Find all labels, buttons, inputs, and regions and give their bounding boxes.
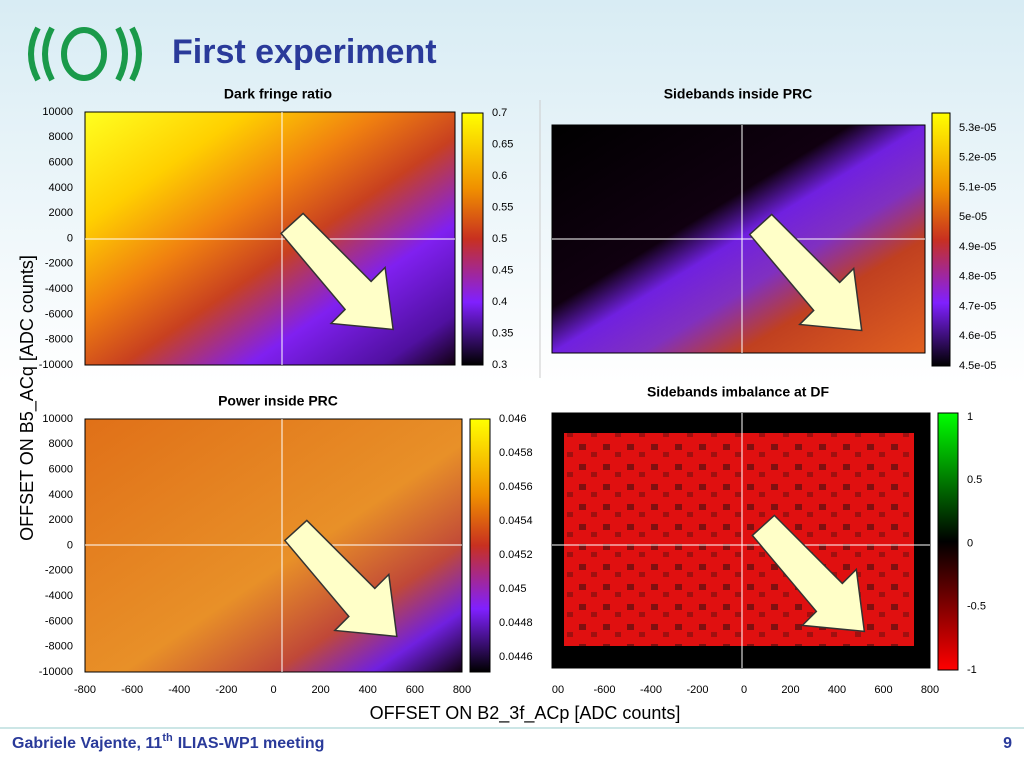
colorbar-tick-label: 0.5 xyxy=(492,233,507,245)
colorbar-tick-label: 0.3 xyxy=(492,359,507,371)
colorbar-tick-label: 0.046 xyxy=(499,413,527,425)
y-tick-label: -4000 xyxy=(45,283,73,295)
x-tick-label: 0 xyxy=(270,684,276,696)
footer-author: Gabriele Vajente, 11 xyxy=(12,735,162,752)
y-tick-label: -10000 xyxy=(39,359,73,371)
slide-title: First experiment xyxy=(172,33,437,71)
colorbar-tick-label: 4.8e-05 xyxy=(959,271,996,283)
x-tick-label: 200 xyxy=(311,684,329,696)
colorbar-tick-label: 4.5e-05 xyxy=(959,360,996,372)
colorbar-tick-label: 0.0454 xyxy=(499,515,533,527)
colorbar-tick-label: 4.6e-05 xyxy=(959,330,996,342)
x-tick-label: 600 xyxy=(874,684,892,696)
x-axis-label: OFFSET ON B2_3f_ACp [ADC counts] xyxy=(370,703,681,724)
x-tick-label: 400 xyxy=(359,684,377,696)
arrow xyxy=(748,213,863,332)
y-tick-label: 6000 xyxy=(49,464,73,476)
x-tick-label: 0 xyxy=(741,684,747,696)
y-tick-label: -6000 xyxy=(45,615,73,627)
y-tick-label: 10000 xyxy=(42,106,73,118)
panel-title: Sidebands inside PRC xyxy=(664,86,813,102)
colorbar-tick-label: 0.7 xyxy=(492,107,507,119)
panel-title: Dark fringe ratio xyxy=(224,86,332,102)
y-tick-label: 8000 xyxy=(49,131,73,143)
colorbar-tick-label: 0.4 xyxy=(492,296,507,308)
colorbar xyxy=(931,112,951,367)
x-tick-label: -400 xyxy=(168,684,190,696)
x-tick-label: 600 xyxy=(406,684,424,696)
footer-superscript: th xyxy=(162,732,173,744)
colorbar xyxy=(469,418,491,673)
x-tick-label: -600 xyxy=(121,684,143,696)
colorbar-tick-label: 4.7e-05 xyxy=(959,300,996,312)
page-number: 9 xyxy=(1003,735,1012,752)
x-tick-label: -200 xyxy=(215,684,237,696)
x-tick-label: 800 xyxy=(453,684,471,696)
x-tick-label: 800 xyxy=(921,684,939,696)
y-tick-label: 2000 xyxy=(49,514,73,526)
x-tick-label: -200 xyxy=(686,684,708,696)
colorbar-tick-label: 0.5 xyxy=(967,474,982,486)
x-tick-label: -400 xyxy=(640,684,662,696)
y-tick-label: 4000 xyxy=(49,182,73,194)
y-tick-label: 2000 xyxy=(49,207,73,219)
y-tick-label: 8000 xyxy=(49,438,73,450)
arrow xyxy=(751,514,866,633)
colorbar-tick-label: 5e-05 xyxy=(959,211,987,223)
logo xyxy=(28,26,142,82)
colorbar-tick-label: 5.2e-05 xyxy=(959,152,996,164)
colorbar-tick-label: 1 xyxy=(967,411,973,423)
arrow xyxy=(283,519,398,638)
y-tick-label: 10000 xyxy=(42,413,73,425)
footer-event: ILIAS-WP1 meeting xyxy=(178,735,325,752)
y-tick-label: -4000 xyxy=(45,590,73,602)
footer-text: Gabriele Vajente, 11th ILIAS-WP1 meeting xyxy=(12,732,324,752)
panel-title: Sidebands imbalance at DF xyxy=(647,384,829,400)
colorbar xyxy=(937,412,959,671)
colorbar-tick-label: 0.0448 xyxy=(499,617,533,629)
y-tick-label: -10000 xyxy=(39,666,73,678)
colorbar-tick-label: 0.0458 xyxy=(499,447,533,459)
y-tick-label: 6000 xyxy=(49,157,73,169)
x-tick-label: 00 xyxy=(552,684,564,696)
colorbar-tick-label: 0.45 xyxy=(492,264,513,276)
x-tick-label: 400 xyxy=(828,684,846,696)
colorbar-tick-label: 0.0452 xyxy=(499,549,533,561)
panel-title: Power inside PRC xyxy=(218,393,338,409)
y-tick-label: -8000 xyxy=(45,334,73,346)
colorbar-tick-label: 5.3e-05 xyxy=(959,122,996,134)
y-tick-label: -8000 xyxy=(45,641,73,653)
y-axis-label: OFFSET ON B5_ACq [ADC counts] xyxy=(17,255,38,541)
x-tick-label: -800 xyxy=(74,684,96,696)
y-tick-label: -6000 xyxy=(45,308,73,320)
x-tick-label: 200 xyxy=(781,684,799,696)
colorbar-tick-label: 0.55 xyxy=(492,201,513,213)
y-tick-label: 0 xyxy=(67,232,73,244)
colorbar-tick-label: 0.0446 xyxy=(499,651,533,663)
colorbar-tick-label: 0.65 xyxy=(492,138,513,150)
colorbar-tick-label: 0 xyxy=(967,537,973,549)
colorbar-tick-label: 4.9e-05 xyxy=(959,241,996,253)
colorbar-tick-label: 0.35 xyxy=(492,327,513,339)
y-tick-label: -2000 xyxy=(45,565,73,577)
arrow xyxy=(280,212,394,331)
colorbar-tick-label: 0.6 xyxy=(492,170,507,182)
colorbar-tick-label: 0.0456 xyxy=(499,481,533,493)
x-tick-label: -600 xyxy=(593,684,615,696)
colorbar-tick-label: -1 xyxy=(967,664,977,676)
y-tick-label: 4000 xyxy=(49,489,73,501)
colorbar-tick-label: 5.1e-05 xyxy=(959,181,996,193)
colorbar xyxy=(461,112,484,366)
y-tick-label: -2000 xyxy=(45,258,73,270)
colorbar-tick-label: -0.5 xyxy=(967,601,986,613)
colorbar-tick-label: 0.045 xyxy=(499,583,527,595)
y-tick-label: 0 xyxy=(67,539,73,551)
